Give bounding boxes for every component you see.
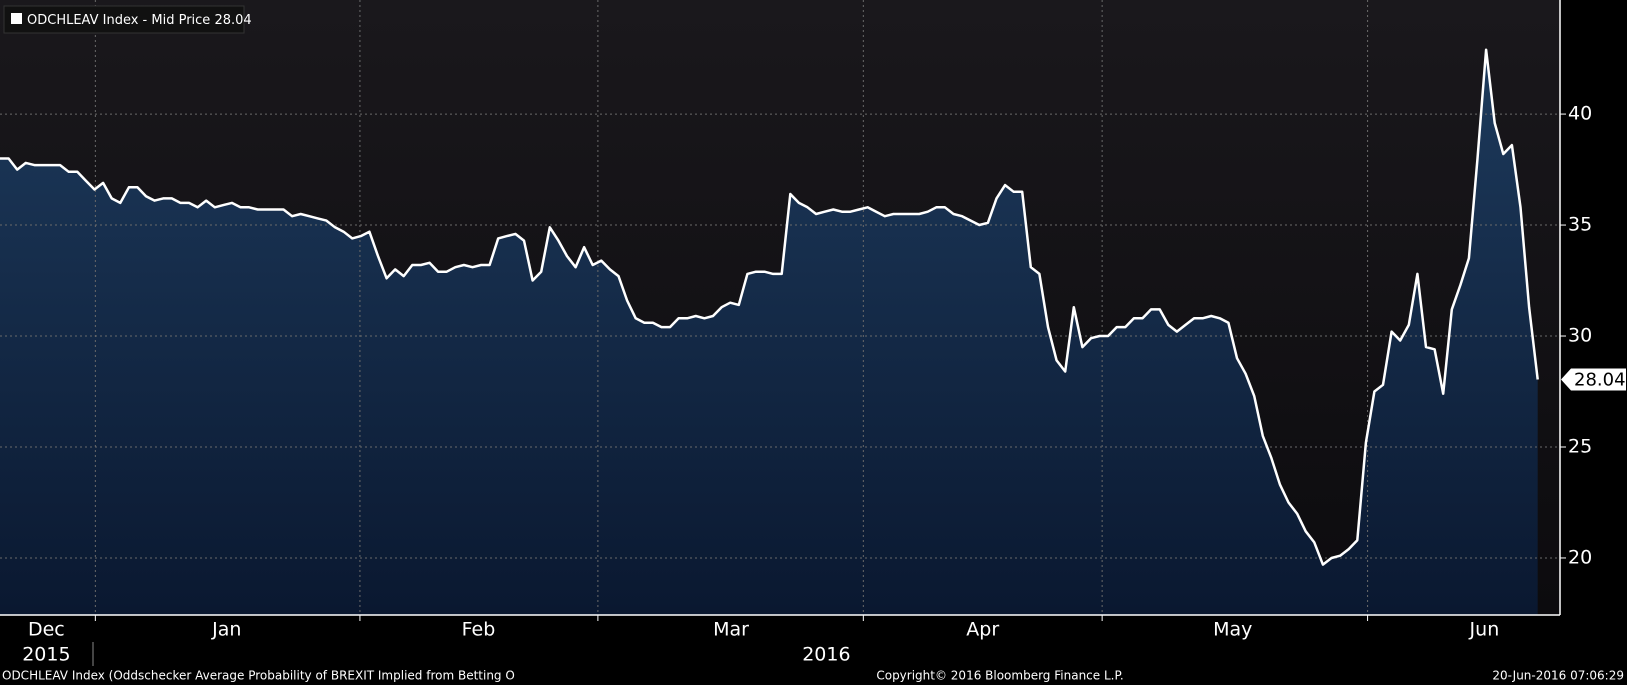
footer-center: Copyright© 2016 Bloomberg Finance L.P. — [876, 669, 1123, 683]
month-label: Jan — [211, 619, 241, 641]
line — [0, 48, 1539, 566]
month-label: Feb — [462, 619, 496, 641]
y-tick-label: 20 — [1568, 546, 1592, 568]
month-label: May — [1213, 619, 1252, 641]
footer-left: ODCHLEAV Index (Oddschecker Average Prob… — [2, 669, 515, 683]
legend-swatch — [11, 13, 22, 24]
year-label: 2015 — [22, 644, 70, 666]
legend-box — [3, 5, 245, 34]
last-value-label: 28.04 — [1574, 370, 1626, 391]
legend-text: ODCHLEAV Index - Mid Price 28.04 — [27, 13, 252, 28]
legend-last-value: 28.04 — [214, 13, 251, 28]
legend-label: ODCHLEAV Index - Mid Price — [27, 13, 210, 28]
footer-right: 20-Jun-2016 07:06:29 — [1492, 669, 1624, 683]
month-label: Mar — [713, 619, 749, 641]
area — [0, 49, 1538, 615]
month-label: Dec — [28, 619, 65, 641]
month-label: Jun — [1469, 619, 1500, 641]
y-tick-label: 40 — [1568, 103, 1592, 125]
last-value-box — [1561, 368, 1626, 391]
y-tick-label: 30 — [1568, 325, 1592, 347]
year-label: 2016 — [802, 644, 850, 666]
plot — [0, 0, 1560, 615]
y-tick-label: 35 — [1568, 214, 1592, 236]
y-tick-label: 25 — [1568, 435, 1592, 457]
month-label: Apr — [966, 619, 999, 641]
